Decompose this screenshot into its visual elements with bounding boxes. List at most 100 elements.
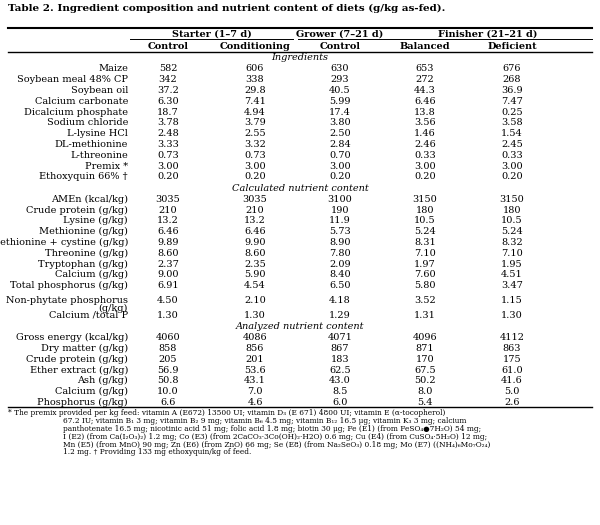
Text: 0.20: 0.20 — [157, 172, 179, 182]
Text: 3035: 3035 — [242, 195, 268, 204]
Text: 0.70: 0.70 — [329, 151, 351, 160]
Text: Gross energy (kcal/kg): Gross energy (kcal/kg) — [16, 333, 128, 342]
Text: Crude protein (g/kg): Crude protein (g/kg) — [26, 355, 128, 364]
Text: 210: 210 — [158, 205, 178, 215]
Text: Phosphorus (g/kg): Phosphorus (g/kg) — [37, 398, 128, 407]
Text: 871: 871 — [416, 344, 434, 353]
Text: * The premix provided per kg feed: vitamin A (E672) 13500 UI; vitamin D₃ (E 671): * The premix provided per kg feed: vitam… — [8, 410, 445, 417]
Text: 6.46: 6.46 — [157, 227, 179, 236]
Text: 4.51: 4.51 — [501, 270, 523, 279]
Text: 4086: 4086 — [242, 333, 268, 342]
Text: 41.6: 41.6 — [501, 376, 523, 385]
Text: 3.33: 3.33 — [157, 140, 179, 149]
Text: 3.58: 3.58 — [501, 119, 523, 128]
Text: Maize: Maize — [98, 65, 128, 74]
Text: Ingredients: Ingredients — [271, 53, 329, 62]
Text: Grower (7–21 d): Grower (7–21 d) — [296, 30, 383, 39]
Text: Mn (E5) (from MnO) 90 mg; Zn (E6) (from ZnO) 66 mg; Se (E8) (from Na₂SeO₃) 0.18 : Mn (E5) (from MnO) 90 mg; Zn (E6) (from … — [63, 440, 490, 448]
Text: 5.90: 5.90 — [244, 270, 266, 279]
Text: 10.0: 10.0 — [157, 387, 179, 396]
Text: 9.90: 9.90 — [244, 238, 266, 247]
Text: 0.25: 0.25 — [501, 108, 523, 117]
Text: 10.5: 10.5 — [414, 216, 436, 225]
Text: 3.00: 3.00 — [329, 162, 351, 171]
Text: Finisher (21–21 d): Finisher (21–21 d) — [438, 30, 537, 39]
Text: Calculated nutrient content: Calculated nutrient content — [232, 184, 368, 193]
Text: 29.8: 29.8 — [244, 86, 266, 95]
Text: 6.6: 6.6 — [160, 398, 176, 407]
Text: 5.4: 5.4 — [417, 398, 433, 407]
Text: 201: 201 — [245, 355, 265, 364]
Text: 4.94: 4.94 — [244, 108, 266, 117]
Text: Premix *: Premix * — [85, 162, 128, 171]
Text: Lysine (g/kg): Lysine (g/kg) — [64, 216, 128, 225]
Text: 3.47: 3.47 — [501, 281, 523, 290]
Text: 44.3: 44.3 — [414, 86, 436, 95]
Text: 342: 342 — [158, 75, 178, 84]
Text: 3.00: 3.00 — [501, 162, 523, 171]
Text: 8.60: 8.60 — [157, 249, 179, 258]
Text: 653: 653 — [416, 65, 434, 74]
Text: 50.2: 50.2 — [414, 376, 436, 385]
Text: 6.91: 6.91 — [157, 281, 179, 290]
Text: 8.31: 8.31 — [414, 238, 436, 247]
Text: 0.20: 0.20 — [501, 172, 523, 182]
Text: 7.60: 7.60 — [414, 270, 436, 279]
Text: DL-methionine: DL-methionine — [55, 140, 128, 149]
Text: 6.46: 6.46 — [414, 97, 436, 106]
Text: 582: 582 — [159, 65, 177, 74]
Text: 61.0: 61.0 — [501, 365, 523, 375]
Text: Calcium (g/kg): Calcium (g/kg) — [55, 387, 128, 396]
Text: 13.2: 13.2 — [157, 216, 179, 225]
Text: 856: 856 — [246, 344, 264, 353]
Text: 183: 183 — [331, 355, 349, 364]
Text: 190: 190 — [331, 205, 349, 215]
Text: 5.80: 5.80 — [414, 281, 436, 290]
Text: 4112: 4112 — [499, 333, 524, 342]
Text: 3.00: 3.00 — [157, 162, 179, 171]
Text: L-threonine: L-threonine — [70, 151, 128, 160]
Text: Table 2. Ingredient composition and nutrient content of diets (g/kg as-fed).: Table 2. Ingredient composition and nutr… — [8, 4, 445, 13]
Text: 4.18: 4.18 — [329, 296, 351, 305]
Text: 3.78: 3.78 — [157, 119, 179, 128]
Text: 863: 863 — [503, 344, 521, 353]
Text: 3150: 3150 — [500, 195, 524, 204]
Text: 0.73: 0.73 — [157, 151, 179, 160]
Text: 2.09: 2.09 — [329, 259, 351, 268]
Text: 1.97: 1.97 — [414, 259, 436, 268]
Text: Calcium /total P: Calcium /total P — [49, 311, 128, 320]
Text: 5.24: 5.24 — [501, 227, 523, 236]
Text: 7.80: 7.80 — [329, 249, 351, 258]
Text: Methionine + cystine (g/kg): Methionine + cystine (g/kg) — [0, 238, 128, 247]
Text: Tryptophan (g/kg): Tryptophan (g/kg) — [38, 259, 128, 269]
Text: 6.30: 6.30 — [157, 97, 179, 106]
Text: Sodium chloride: Sodium chloride — [47, 119, 128, 128]
Text: Methionine (g/kg): Methionine (g/kg) — [39, 227, 128, 236]
Text: 5.99: 5.99 — [329, 97, 351, 106]
Text: 0.20: 0.20 — [244, 172, 266, 182]
Text: Calcium carbonate: Calcium carbonate — [35, 97, 128, 106]
Text: 43.0: 43.0 — [329, 376, 351, 385]
Text: Threonine (g/kg): Threonine (g/kg) — [45, 249, 128, 258]
Text: 3.79: 3.79 — [244, 119, 266, 128]
Text: 8.90: 8.90 — [329, 238, 351, 247]
Text: 4.54: 4.54 — [244, 281, 266, 290]
Text: 8.60: 8.60 — [244, 249, 266, 258]
Text: Dicalcium phosphate: Dicalcium phosphate — [24, 108, 128, 117]
Text: 36.9: 36.9 — [501, 86, 523, 95]
Text: 867: 867 — [331, 344, 349, 353]
Text: 1.31: 1.31 — [414, 311, 436, 320]
Text: AMEn (kcal/kg): AMEn (kcal/kg) — [51, 195, 128, 204]
Text: 3035: 3035 — [155, 195, 181, 204]
Text: 293: 293 — [331, 75, 349, 84]
Text: 0.33: 0.33 — [501, 151, 523, 160]
Text: 858: 858 — [159, 344, 177, 353]
Text: 2.6: 2.6 — [504, 398, 520, 407]
Text: 2.48: 2.48 — [157, 129, 179, 138]
Text: 40.5: 40.5 — [329, 86, 351, 95]
Text: 8.5: 8.5 — [332, 387, 347, 396]
Text: 5.73: 5.73 — [329, 227, 351, 236]
Text: L-lysine HCl: L-lysine HCl — [67, 129, 128, 138]
Text: 3.56: 3.56 — [414, 119, 436, 128]
Text: 3.32: 3.32 — [244, 140, 266, 149]
